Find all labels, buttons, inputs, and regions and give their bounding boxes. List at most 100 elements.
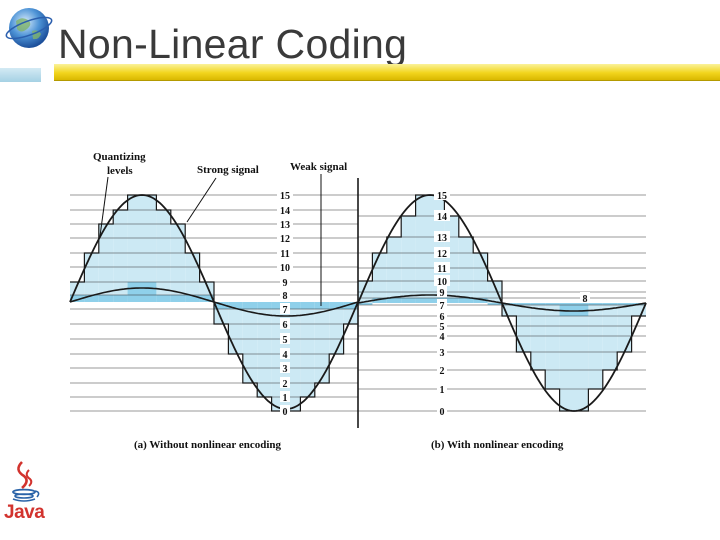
right-weak-sample-fill — [386, 298, 402, 303]
left-weak-sample-fill — [84, 295, 99, 302]
right-level-label-bg — [580, 292, 590, 303]
right-strong-sample-fill — [458, 237, 474, 303]
left-level-label: 4 — [283, 350, 288, 361]
right-level-label-bg — [437, 330, 447, 341]
right-level-label-bg — [437, 364, 447, 375]
right-weak-sample-fill — [559, 303, 574, 316]
left-level-label-bg — [280, 333, 290, 344]
left-level-label-bg — [280, 303, 290, 314]
right-level-label-bg — [437, 286, 447, 297]
left-weak-sample-fill — [329, 302, 344, 309]
right-strong-sample-fill — [545, 303, 560, 389]
right-level-label-bg — [437, 346, 447, 357]
right-level-label-bg — [437, 383, 447, 394]
right-level-label-bg — [434, 247, 450, 258]
left-weak-sample-fill — [113, 295, 128, 302]
right-weak-sample-fill — [415, 298, 430, 303]
right-weak-sample-fill — [530, 303, 546, 305]
right-weak-sample-fill — [588, 303, 603, 305]
left-weak-sample-fill — [199, 295, 214, 302]
left-weak-sample-fill — [170, 295, 186, 302]
left-weak-sample-fill — [214, 302, 229, 309]
right-level-label: 6 — [440, 312, 445, 323]
left-level-label-bg — [280, 348, 290, 359]
left-weak-sample-fill — [343, 302, 358, 309]
right-strong-sample-fill — [473, 253, 488, 303]
right-strong-sample-fill — [516, 303, 531, 352]
left-level-label-bg — [277, 261, 293, 272]
java-logo-text: Java — [4, 502, 45, 523]
left-weak-signal-curve — [69, 287, 359, 317]
left-strong-sample-fill — [113, 210, 128, 302]
right-strong-sample-fill — [588, 303, 603, 389]
left-level-label: 7 — [283, 305, 288, 316]
left-level-label: 12 — [280, 234, 290, 245]
left-level-label-bg — [280, 391, 290, 402]
right-weak-signal-curve — [357, 294, 647, 312]
right-level-label: 13 — [437, 233, 447, 244]
right-level-label: 5 — [440, 322, 445, 333]
left-strong-sample-fill — [84, 253, 99, 302]
right-strong-sample-fill — [559, 303, 574, 411]
right-weak-sample-fill — [516, 303, 531, 305]
right-level-label: 15 — [437, 191, 447, 202]
right-level-label-bg — [434, 275, 450, 286]
strong-signal-label: Strong signal — [197, 164, 259, 176]
left-level-label: 5 — [283, 335, 288, 346]
right-weak-sample-fill — [458, 298, 474, 303]
right-weak-sample-fill — [401, 298, 416, 303]
left-strong-sample-fill — [156, 210, 171, 302]
left-weak-sample-fill — [300, 302, 315, 309]
left-level-label: 14 — [280, 206, 290, 217]
right-level-label: 1 — [440, 385, 445, 396]
left-level-label: 8 — [283, 291, 288, 302]
right-level-label-bg — [434, 189, 450, 200]
right-level-label-bg — [437, 405, 447, 416]
left-level-label-bg — [280, 377, 290, 388]
left-level-label-bg — [277, 247, 293, 258]
left-level-label-bg — [280, 362, 290, 373]
right-weak-sample-fill — [574, 303, 589, 316]
right-level-label: 9 — [440, 288, 445, 299]
right-level-label-bg — [437, 299, 447, 310]
right-strong-sample-fill — [574, 303, 589, 411]
right-strong-sample-fill — [415, 195, 430, 303]
right-quantized-staircase — [358, 194, 646, 412]
left-level-label-bg — [280, 276, 290, 287]
left-weak-sample-fill — [127, 282, 142, 302]
slide-title: Non-Linear Coding — [58, 21, 408, 67]
right-strong-sample-fill — [530, 303, 546, 370]
right-strong-sample-fill — [401, 216, 416, 303]
right-level-label-bg — [437, 310, 447, 321]
left-level-label-bg — [277, 218, 293, 229]
right-level-label-bg — [434, 210, 450, 221]
right-weak-sample-fill — [372, 298, 387, 303]
side-tab-decoration — [0, 68, 41, 82]
right-level-label: 10 — [437, 277, 447, 288]
weak-signal-label: Weak signal — [290, 161, 347, 173]
right-level-label: 11 — [437, 264, 446, 275]
right-level-label-bg — [434, 262, 450, 273]
left-weak-sample-fill — [257, 302, 272, 309]
left-strong-sample-fill — [300, 302, 315, 397]
title-underline-bar — [54, 64, 720, 81]
left-weak-sample-fill — [286, 302, 301, 309]
right-level-label: 4 — [440, 332, 445, 343]
right-weak-sample-fill — [473, 298, 488, 303]
left-weak-sample-fill — [156, 295, 171, 302]
left-level-label-bg — [280, 405, 290, 416]
right-strong-sample-fill — [617, 303, 632, 352]
left-weak-sample-fill — [242, 302, 258, 309]
left-weak-sample-fill — [314, 302, 330, 309]
left-level-label: 0 — [283, 407, 288, 418]
right-level-label: 7 — [440, 301, 445, 312]
left-strong-sample-fill — [314, 302, 330, 383]
right-weak-sample-fill — [487, 303, 502, 305]
left-level-label-bg — [277, 189, 293, 200]
left-level-label: 13 — [280, 220, 290, 231]
right-level-label: 8 — [583, 294, 588, 305]
right-level-label-bg — [437, 320, 447, 331]
left-strong-sample-fill — [142, 195, 157, 302]
left-level-label: 2 — [283, 379, 288, 390]
